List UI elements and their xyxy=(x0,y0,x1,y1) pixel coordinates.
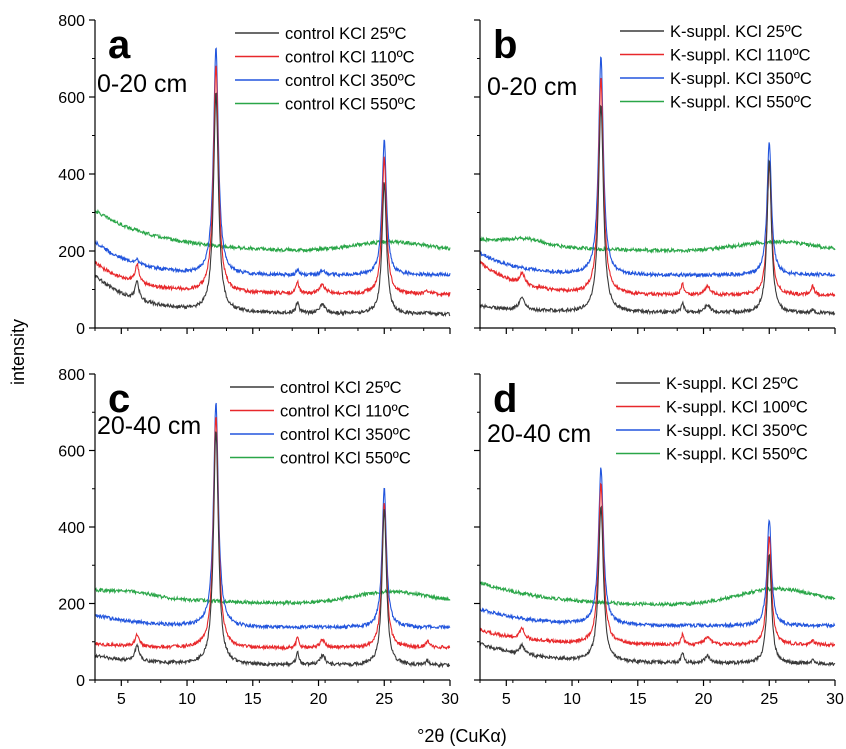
legend-entry: K-suppl. KCl 350ºC xyxy=(666,422,808,440)
series-line-110 xyxy=(479,77,836,298)
series-line-550 xyxy=(94,587,451,607)
y-tick-label: 400 xyxy=(58,167,85,184)
legend-entry: K-suppl. KCl 350ºC xyxy=(670,70,812,88)
panel-b: b 0-20 cm K-suppl. KCl 25ºC K-suppl. KCl 11… xyxy=(474,19,836,334)
y-axis-title: intensity xyxy=(8,319,28,385)
legend-entry: control KCl 550ºC xyxy=(280,450,411,468)
legend-entry: K-suppl. KCl 550ºC xyxy=(666,446,808,464)
series-line-110 xyxy=(94,65,451,298)
x-tick-label: 25 xyxy=(760,691,778,708)
panel-letter: a xyxy=(108,23,131,67)
depth-label: 20-40 cm xyxy=(487,420,591,448)
x-tick-label: 5 xyxy=(117,691,126,708)
y-tick-label: 0 xyxy=(76,321,85,338)
series-line-550 xyxy=(479,581,836,608)
series-line-25 xyxy=(479,505,836,667)
y-tick-label: 200 xyxy=(58,244,85,261)
x-tick-label: 10 xyxy=(563,691,581,708)
series-line-350 xyxy=(479,56,836,279)
x-tick-label: 10 xyxy=(178,691,196,708)
series-line-25 xyxy=(94,431,451,669)
x-axis-title: °2θ (CuKα) xyxy=(417,726,507,746)
legend-entry: control KCl 25ºC xyxy=(285,25,407,43)
legend-entry: K-suppl. KCl 110ºC xyxy=(670,47,811,65)
x-tick-label: 20 xyxy=(310,691,328,708)
legend-entry: K-suppl. KCl 25ºC xyxy=(666,375,799,393)
x-tick-label: 25 xyxy=(375,691,393,708)
depth-label: 0-20 cm xyxy=(487,73,577,101)
series-line-25 xyxy=(94,92,451,318)
series-line-350 xyxy=(94,47,451,278)
depth-label: 0-20 cm xyxy=(97,70,187,98)
x-tick-label: 15 xyxy=(629,691,647,708)
y-tick-label: 200 xyxy=(58,597,85,614)
legend-entry: control KCl 550ºC xyxy=(285,96,416,114)
panel-c: 5 10 15 20 25 30 0 200 400 600 800 c20-40 cm control… xyxy=(58,367,459,708)
y-tick-label: 400 xyxy=(58,520,85,537)
x-tick-label: 30 xyxy=(826,691,844,708)
panel-letter: b xyxy=(493,23,517,67)
legend-entry: control KCl 110ºC xyxy=(285,49,415,67)
legend-entry: control KCl 110ºC xyxy=(280,403,410,421)
y-tick-label: 0 xyxy=(76,673,85,690)
legend-entry: K-suppl. KCl 25ºC xyxy=(670,23,803,41)
x-tick-label: 15 xyxy=(244,691,262,708)
y-tick-label: 800 xyxy=(58,13,85,30)
panel-a: 0 200 400 600 800 a 0-20 cm control KCl 25ºC con… xyxy=(58,13,451,338)
depth-label: 20-40 cm xyxy=(97,412,201,440)
series-line-110 xyxy=(479,482,836,648)
x-tick-label: 30 xyxy=(441,691,459,708)
series-line-350 xyxy=(479,467,836,630)
y-tick-label: 800 xyxy=(58,367,85,384)
legend-entry: control KCl 25ºC xyxy=(280,379,402,397)
series-line-25 xyxy=(479,104,836,317)
y-tick-label: 600 xyxy=(58,90,85,107)
series-line-110 xyxy=(94,416,451,652)
series-line-550 xyxy=(479,235,836,254)
legend-entry: control KCl 350ºC xyxy=(285,72,416,90)
y-tick-label: 600 xyxy=(58,444,85,461)
series-line-550 xyxy=(94,208,451,254)
series-line-350 xyxy=(94,402,451,631)
panel-letter: d xyxy=(493,377,517,421)
x-tick-label: 20 xyxy=(695,691,713,708)
legend-entry: K-suppl. KCl 550ºC xyxy=(670,94,812,112)
panel-letter: c xyxy=(108,377,130,421)
x-tick-label: 5 xyxy=(502,691,511,708)
panel-d: 5 10 15 20 25 30 d20-40 cm K-suppl. KCl 25ºC K-s… xyxy=(474,373,844,708)
legend-entry: control KCl 350ºC xyxy=(280,426,411,444)
legend-entry: K-suppl. KCl 100ºC xyxy=(666,399,808,417)
